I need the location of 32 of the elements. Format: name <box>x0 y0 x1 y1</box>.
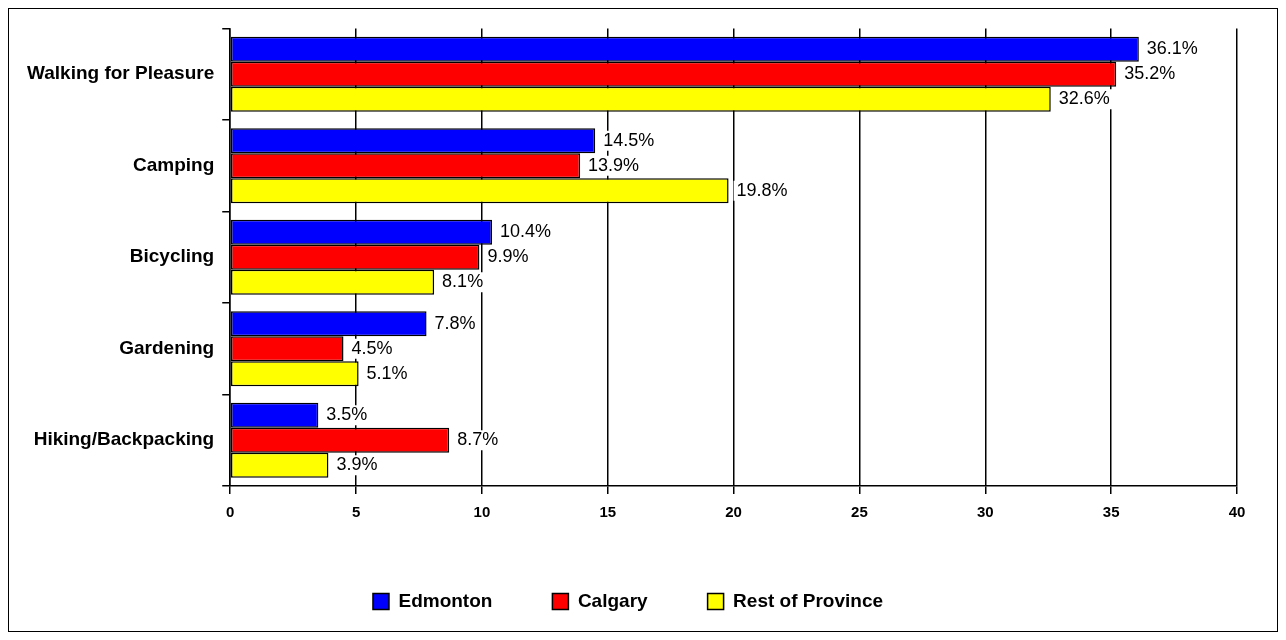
data-label: 9.9% <box>487 246 529 267</box>
data-label: 13.9% <box>588 154 640 175</box>
data-label: 7.8% <box>434 312 476 333</box>
x-tick-label: 35 <box>1102 503 1120 521</box>
y-tick-label: Walking for Pleasure <box>26 62 215 84</box>
x-tick-label: 30 <box>976 503 994 521</box>
x-tick-label: 40 <box>1228 503 1246 521</box>
data-label: 35.2% <box>1124 63 1176 84</box>
x-tick-label: 5 <box>351 503 361 521</box>
x-tick-label: 0 <box>226 503 235 521</box>
data-label: 32.6% <box>1058 88 1110 109</box>
legend-label: Rest of Province <box>733 589 884 611</box>
data-label: 14.5% <box>603 129 655 150</box>
x-tick-label: 20 <box>725 503 742 521</box>
x-tick-label: 15 <box>599 503 617 521</box>
x-tick-label: 10 <box>473 503 491 521</box>
y-tick-label: Gardening <box>119 336 215 358</box>
y-tick-label: Camping <box>132 153 215 175</box>
y-tick-label: Hiking/Backpacking <box>33 428 215 450</box>
data-label: 8.7% <box>457 429 499 450</box>
data-label: 10.4% <box>499 221 552 242</box>
data-label: 3.9% <box>336 454 378 475</box>
legend-label: Calgary <box>577 589 649 611</box>
x-tick-label: 25 <box>851 503 868 521</box>
data-label: 3.5% <box>326 404 368 425</box>
data-label: 8.1% <box>442 271 484 292</box>
legend-label: Edmonton <box>398 589 493 611</box>
data-label: 4.5% <box>351 337 393 358</box>
data-label: 36.1% <box>1146 38 1198 59</box>
y-tick-label: Bicycling <box>129 245 215 267</box>
data-label: 5.1% <box>366 362 408 383</box>
data-label: 19.8% <box>736 179 788 200</box>
